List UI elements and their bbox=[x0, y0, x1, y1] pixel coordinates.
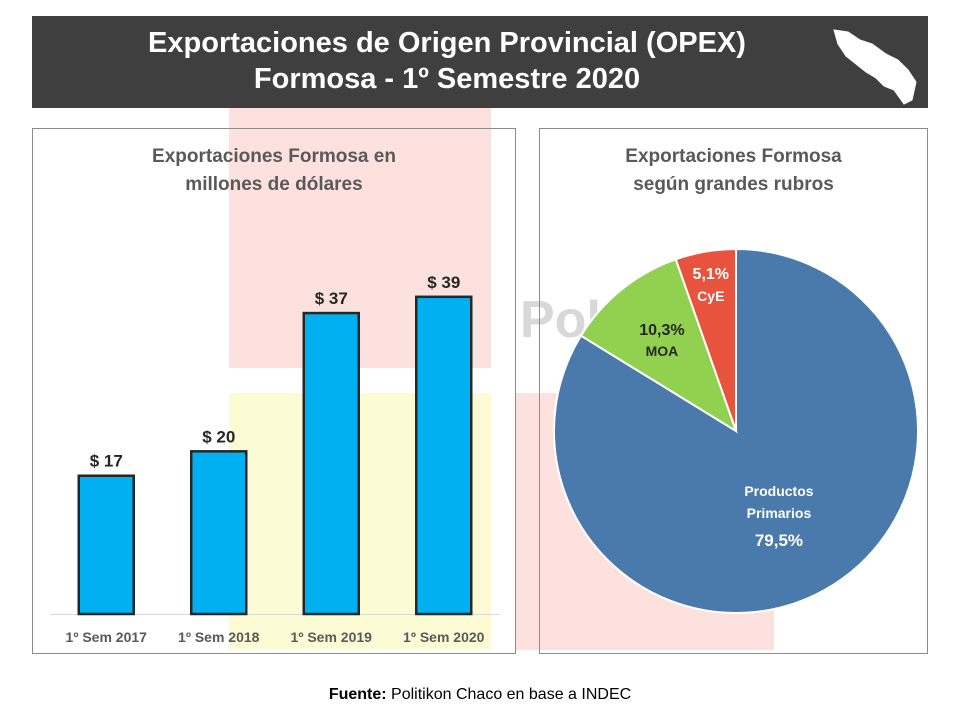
pie-percent-label: 79,5% bbox=[755, 531, 803, 550]
pie-chart-title-line1: Exportaciones Formosa bbox=[625, 146, 842, 167]
pie-chart-title: Exportaciones Formosa según grandes rubr… bbox=[540, 143, 927, 199]
page-title: Exportaciones de Origen Provincial (OPEX… bbox=[148, 27, 746, 59]
bar bbox=[77, 474, 135, 616]
bar bbox=[415, 295, 473, 616]
x-tick-label: 1º Sem 2018 bbox=[178, 629, 260, 645]
bar bbox=[302, 311, 360, 616]
bar-chart: $ 17 1º Sem 2017 $ 20 1º Sem 2018 $ 37 1º Sem… bbox=[50, 273, 500, 645]
source-label: Fuente: bbox=[328, 686, 387, 703]
x-tick-label: 1º Sem 2019 bbox=[291, 629, 373, 645]
pie-chart: 5,1% CyE Productos Primarios 79,5% 10,3% MOA bbox=[553, 247, 919, 614]
bar-chart-title-line2: millones de dólares bbox=[185, 174, 363, 195]
pie-category-label: MOA bbox=[646, 343, 679, 359]
pie-slice bbox=[553, 247, 919, 614]
x-tick-label: 1º Sem 2017 bbox=[66, 629, 148, 645]
pie-chart-panel: Exportaciones Formosa según grandes rubr… bbox=[539, 128, 928, 654]
bar-chart-panel: Exportaciones Formosa en millones de dól… bbox=[32, 128, 516, 654]
page-subtitle: Formosa - 1º Semestre 2020 bbox=[253, 63, 641, 95]
bar bbox=[190, 450, 248, 616]
source-footer: Fuente: Politikon Chaco en base a INDEC bbox=[0, 686, 960, 704]
x-tick-label: 1º Sem 2020 bbox=[403, 629, 485, 645]
header-banner: Exportaciones de Origen Provincial (OPEX… bbox=[32, 16, 928, 108]
pie-chart-title-line2: según grandes rubros bbox=[633, 174, 834, 195]
formosa-map-icon bbox=[833, 29, 917, 105]
bar-value-label: $ 37 bbox=[315, 289, 348, 308]
bar-chart-title-line1: Exportaciones Formosa en bbox=[152, 146, 396, 167]
bar-chart-title: Exportaciones Formosa en millones de dól… bbox=[33, 143, 515, 199]
pie-category-label: CyE bbox=[697, 288, 724, 304]
bar-value-label: $ 20 bbox=[202, 427, 235, 446]
pie-percent-label: 10,3% bbox=[639, 322, 684, 339]
pie-category-label: Productos bbox=[744, 483, 813, 499]
bar-value-label: $ 39 bbox=[427, 273, 460, 292]
source-text: Politikon Chaco en base a INDEC bbox=[386, 686, 632, 703]
pie-slice bbox=[579, 258, 738, 434]
pie-category-label: Primarios bbox=[747, 505, 812, 521]
bar-value-label: $ 17 bbox=[90, 452, 123, 471]
pie-percent-label: 5,1% bbox=[693, 266, 729, 283]
